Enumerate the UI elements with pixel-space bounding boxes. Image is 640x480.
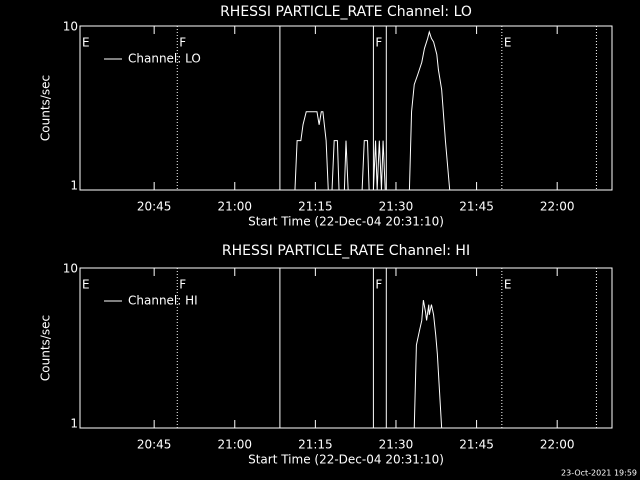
data-line [294, 30, 451, 191]
flag-label: E [82, 278, 90, 292]
x-tick-label: 21:15 [298, 438, 333, 452]
plot-frame [79, 25, 613, 191]
x-tick-label: 22:00 [540, 438, 575, 452]
y-axis-label: Counts/sec [39, 315, 53, 381]
x-tick-label: 21:45 [459, 200, 494, 214]
x-axis-label: Start Time (22-Dec-04 20:31:10) [248, 453, 444, 467]
x-tick-label: 21:45 [459, 438, 494, 452]
x-tick-label: 22:00 [540, 200, 575, 214]
data-line [413, 300, 443, 429]
y-tick-label: 1 [70, 417, 78, 431]
flag-label: E [82, 36, 90, 50]
y-tick-label: 10 [63, 20, 78, 34]
flag-label: F [375, 278, 382, 292]
x-tick-label: 21:00 [217, 438, 252, 452]
x-tick-label: 21:15 [298, 200, 333, 214]
chart-title: RHESSI PARTICLE_RATE Channel: LO [220, 4, 472, 20]
legend-label: Channel: LO [128, 52, 201, 66]
legend-label: Channel: HI [128, 294, 198, 308]
x-tick-label: 21:30 [379, 200, 414, 214]
flag-label: F [179, 278, 186, 292]
y-axis-label: Counts/sec [39, 75, 53, 141]
plot-frame [79, 267, 613, 429]
footer: 23-Oct-2021 19:59 [561, 469, 637, 478]
y-tick-label: 10 [63, 262, 78, 276]
x-axis-label: Start Time (22-Dec-04 20:31:10) [248, 215, 444, 229]
x-tick-label: 20:45 [137, 200, 172, 214]
flag-label: E [504, 36, 512, 50]
flag-label: F [375, 36, 382, 50]
chart-title: RHESSI PARTICLE_RATE Channel: HI [222, 243, 470, 259]
x-tick-label: 20:45 [137, 438, 172, 452]
x-tick-label: 21:30 [379, 438, 414, 452]
x-tick-label: 21:00 [217, 200, 252, 214]
flag-label: E [504, 278, 512, 292]
y-tick-label: 1 [70, 179, 78, 193]
flag-label: F [179, 36, 186, 50]
